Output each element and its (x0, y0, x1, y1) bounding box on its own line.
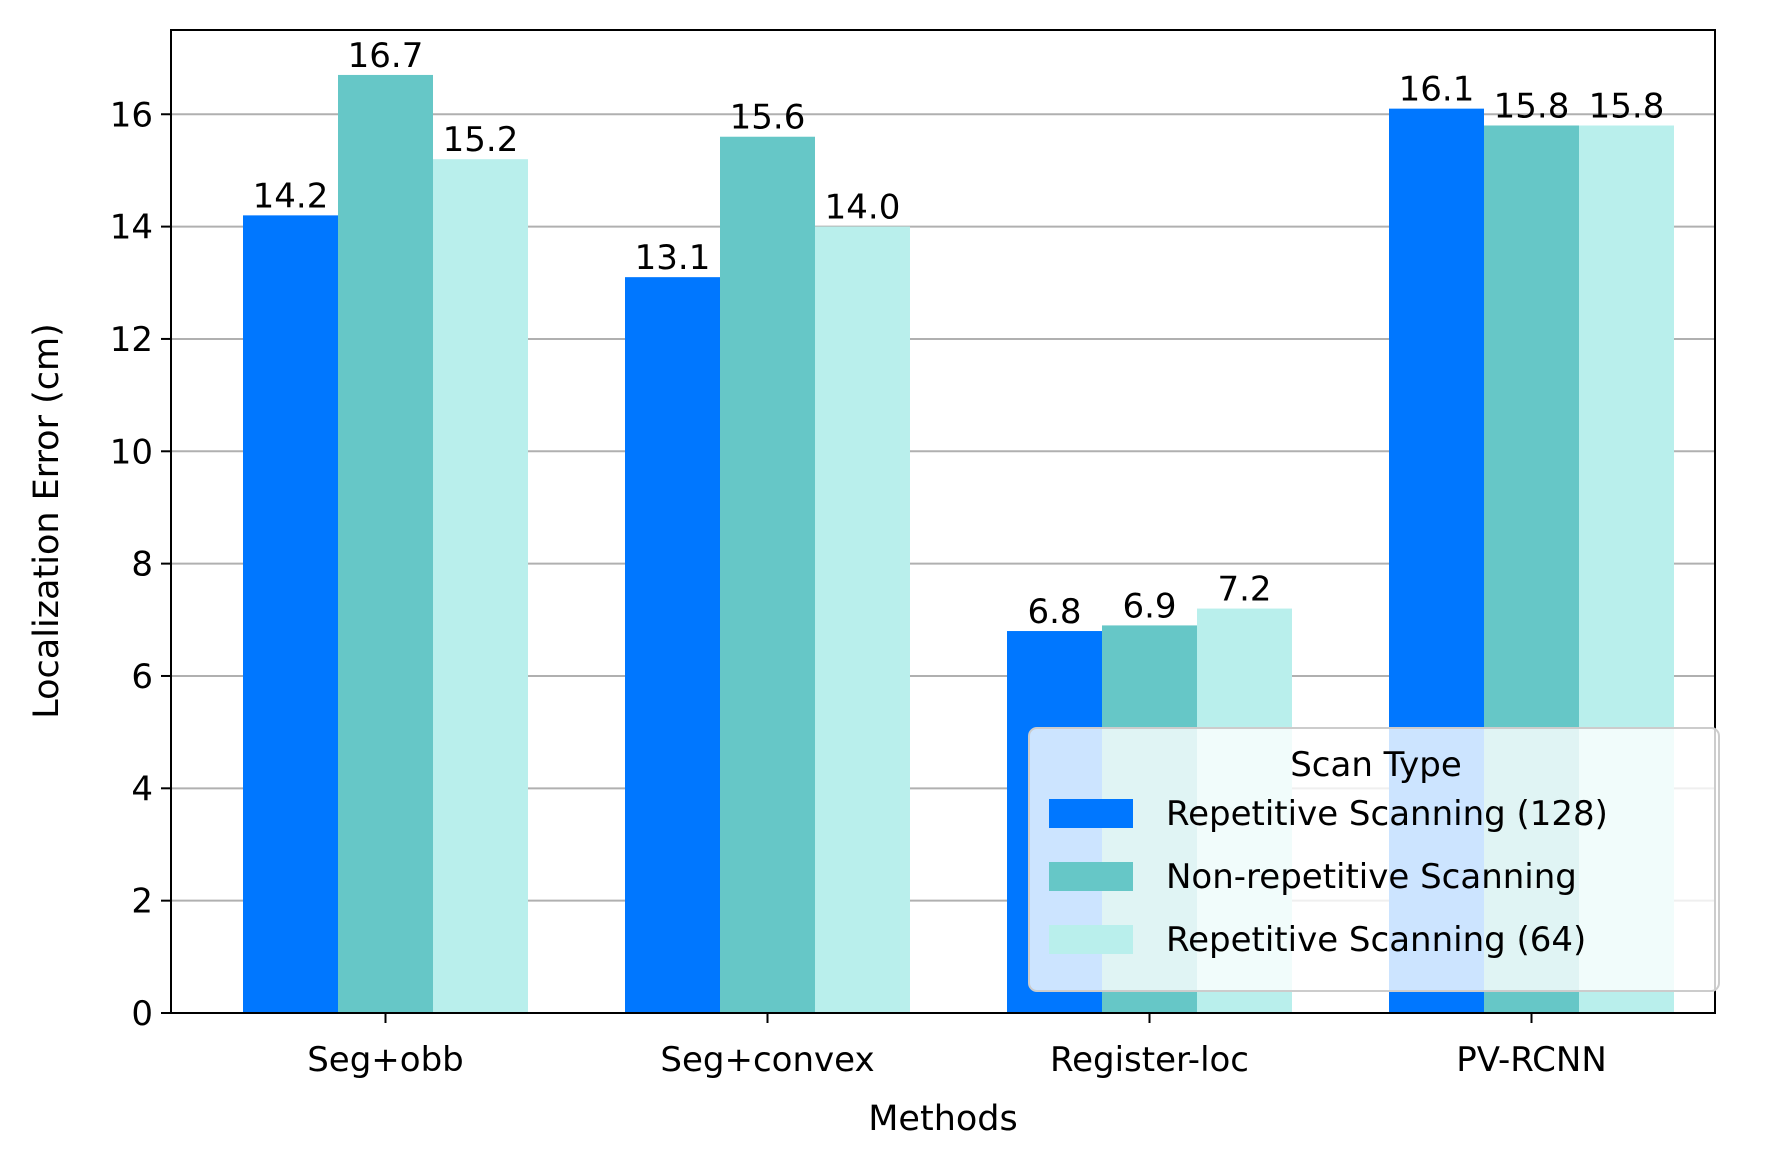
y-tick-label: 4 (131, 769, 153, 809)
bar-value-label: 16.1 (1399, 70, 1475, 110)
legend-swatch (1049, 925, 1133, 954)
bar (338, 74, 433, 1014)
bar-value-label: 15.6 (730, 98, 806, 138)
y-tick-label: 2 (131, 882, 153, 922)
bar-value-label: 6.9 (1122, 586, 1176, 626)
y-axis-title: Localization Error (cm) (27, 323, 67, 719)
y-tick-label: 16 (110, 95, 153, 135)
legend-swatch (1049, 799, 1133, 828)
y-tick-label: 14 (110, 208, 153, 248)
bar (625, 277, 720, 1013)
ticks: 0 2 4 6 8 10 12 14 16 Seg+obb Seg+convex Register-l… (110, 95, 1607, 1080)
legend-label: Repetitive Scanning (64) (1166, 920, 1586, 960)
bar (720, 136, 815, 1013)
bar (433, 159, 528, 1014)
bar (243, 215, 338, 1013)
bar-value-label: 13.1 (635, 238, 711, 278)
y-tick-label: 0 (131, 994, 153, 1034)
bar (815, 226, 910, 1014)
x-axis-title: Methods (868, 1099, 1018, 1139)
y-tick-label: 8 (131, 545, 153, 585)
bar-value-label: 16.7 (348, 36, 424, 76)
bar-value-label: 7.2 (1217, 570, 1271, 610)
value-labels: 14.2 16.7 15.2 13.1 15.6 14.0 6.8 6.9 7.2 16.1 15.… (253, 36, 1665, 632)
legend-box (1028, 727, 1720, 992)
bar-value-label: 14.2 (253, 176, 329, 216)
x-tick-label: Seg+convex (660, 1040, 874, 1080)
bar-value-label: 15.8 (1589, 86, 1665, 126)
x-tick-label: Seg+obb (307, 1040, 464, 1080)
legend-items: Repetitive Scanning (128) Non-repetitive … (1049, 794, 1608, 960)
legend-title: Scan Type (1290, 745, 1462, 785)
bar-value-label: 14.0 (825, 188, 901, 228)
legend-label: Repetitive Scanning (128) (1166, 794, 1608, 834)
bar-value-label: 15.8 (1494, 86, 1570, 126)
y-tick-label: 12 (110, 320, 153, 360)
bar-value-label: 15.2 (443, 120, 519, 160)
legend-label: Non-repetitive Scanning (1166, 857, 1577, 897)
bar-value-label: 6.8 (1027, 592, 1081, 632)
x-tick-label: Register-loc (1050, 1040, 1249, 1080)
y-tick-label: 6 (131, 657, 153, 697)
x-tick-label: PV-RCNN (1456, 1040, 1607, 1080)
plot-frame (170, 29, 1716, 1014)
legend: Scan Type Repetitive Scanning (128) Non-r… (1028, 727, 1720, 992)
legend-swatch (1049, 862, 1133, 891)
y-tick-label: 10 (110, 432, 153, 472)
